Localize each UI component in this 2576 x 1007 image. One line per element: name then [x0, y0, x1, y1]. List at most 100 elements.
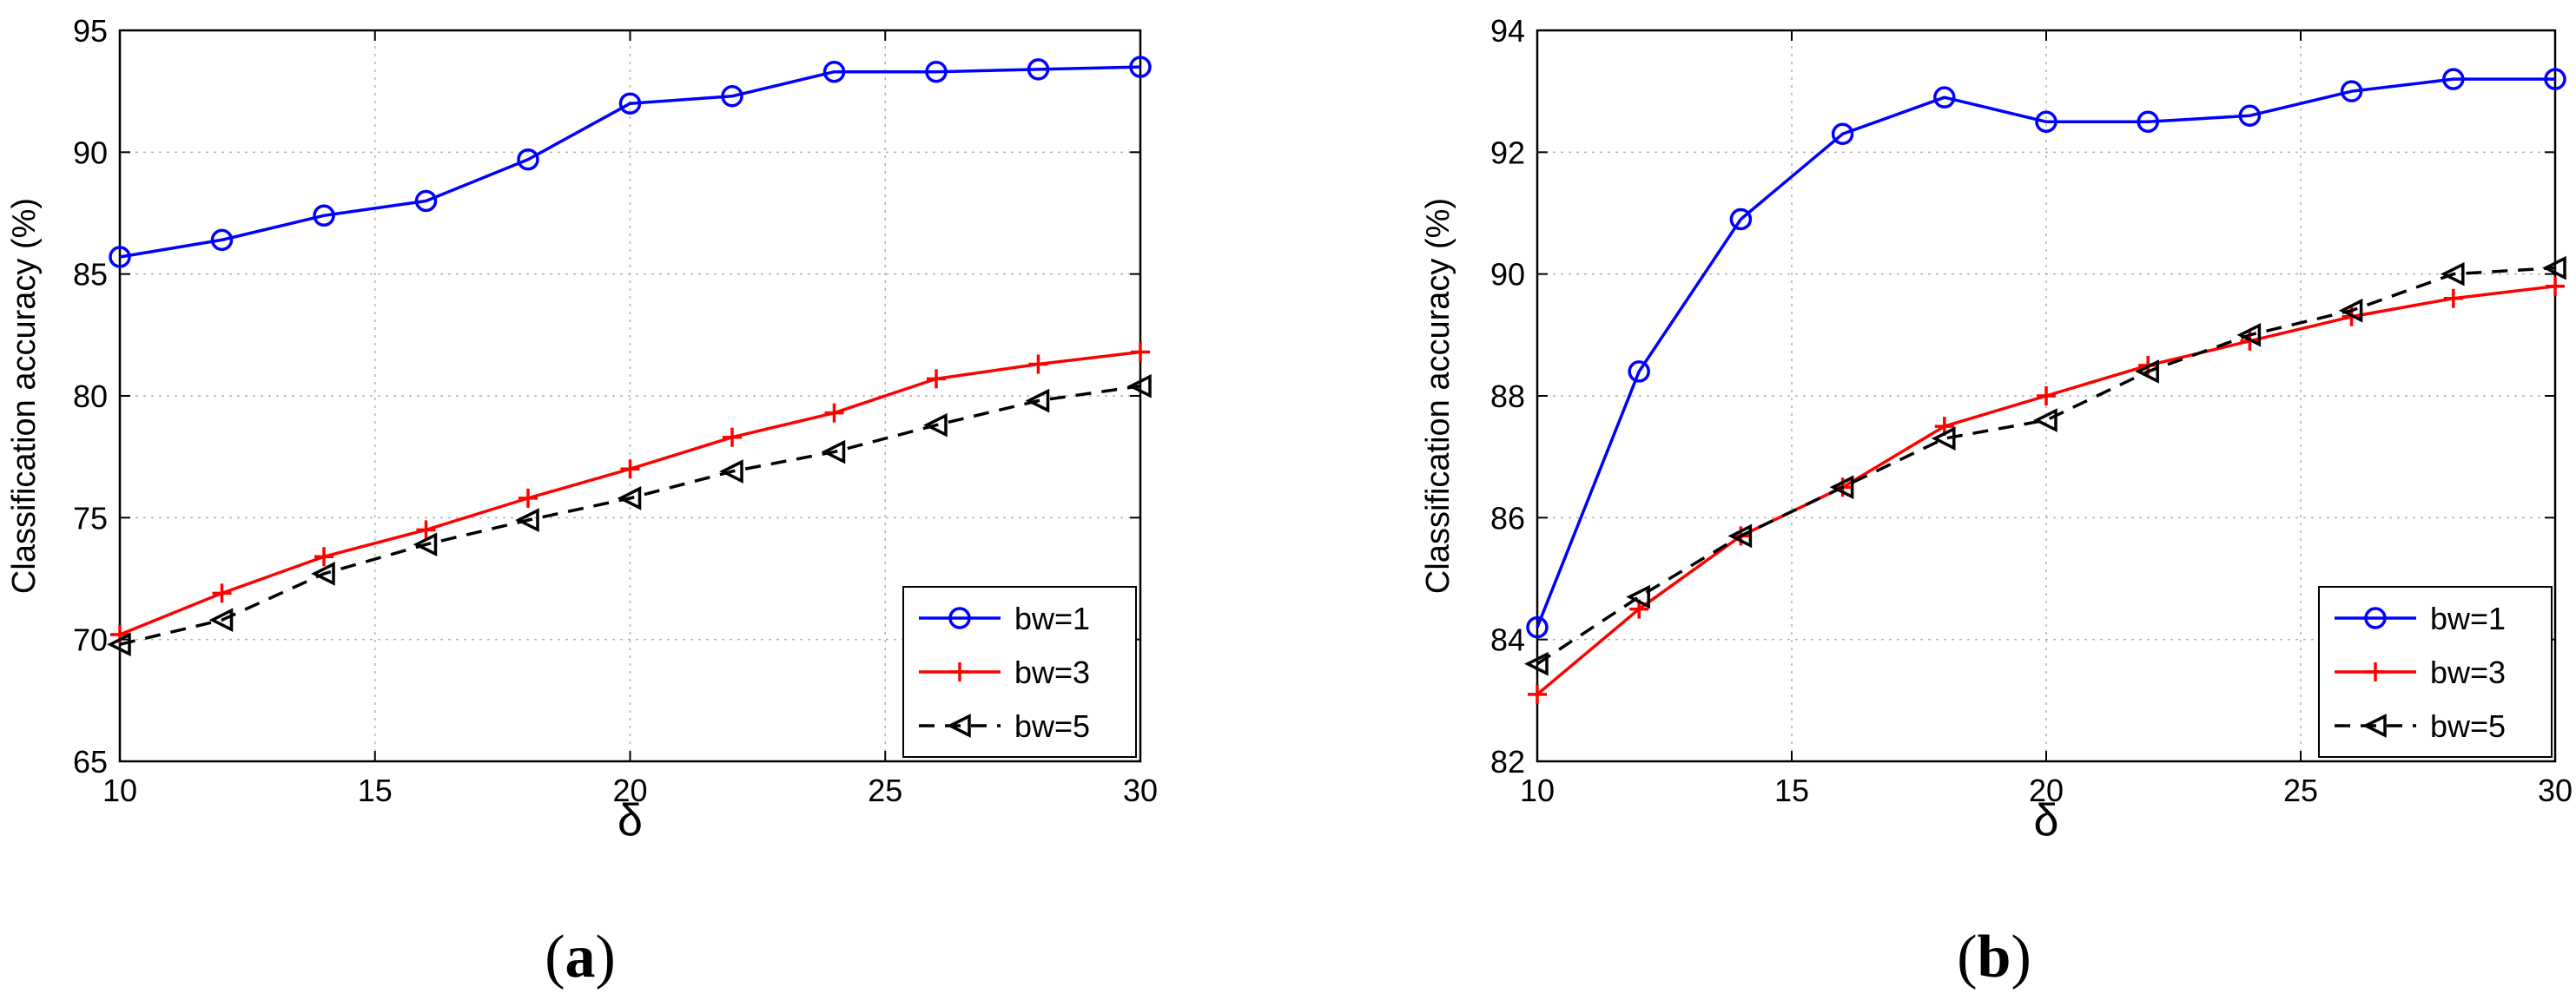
data-point-bw=3 [2546, 276, 2565, 296]
data-point-bw=1 [313, 204, 335, 227]
legend-marker-bw=5 [947, 714, 971, 738]
legend: bw=1 bw=3 bw=5 [2318, 586, 2553, 758]
data-point-bw=5 [2542, 255, 2566, 280]
data-point-bw=1 [2544, 68, 2566, 90]
data-point-bw=3 [2443, 288, 2463, 308]
legend-label: bw=3 [1014, 655, 1090, 690]
data-point-bw=5 [821, 439, 846, 464]
data-point-bw=5 [2440, 261, 2465, 286]
data-point-bw=5 [1931, 426, 1956, 451]
y-tick-label: 85 [73, 257, 108, 293]
data-point-bw=5 [1829, 475, 1854, 500]
panel-label: (a) [545, 924, 616, 991]
legend-marker-bw=3 [2366, 662, 2385, 681]
data-point-bw=3 [416, 520, 436, 540]
legend-marker-bw=1 [2364, 607, 2387, 629]
data-point-bw=1 [2238, 104, 2262, 127]
x-axis-label: δ [2034, 795, 2059, 846]
y-tick-label: 88 [1490, 378, 1525, 414]
series-line-bw=1 [1536, 77, 2555, 629]
data-point-bw=1 [517, 148, 539, 171]
data-point-bw=5 [311, 562, 335, 586]
legend-marker-bw=5 [2362, 714, 2387, 738]
x-tick-label: 30 [2538, 773, 2573, 808]
y-tick-label: 84 [1490, 622, 1525, 658]
x-tick-label: 15 [358, 773, 393, 808]
data-point-bw=3 [1528, 684, 1547, 704]
x-tick-label: 25 [2283, 773, 2318, 808]
legend-marker-bw=1 [948, 607, 971, 629]
data-point-bw=5 [1626, 584, 1650, 609]
data-point-bw=5 [2236, 323, 2262, 347]
data-point-bw=1 [1027, 58, 1050, 81]
y-axis-label: Classification accuracy (%) [1420, 198, 1456, 594]
y-tick-label: 94 [1490, 13, 1525, 49]
data-point-bw=3 [314, 547, 334, 567]
data-point-bw=5 [107, 632, 131, 657]
x-tick-label: 30 [1123, 773, 1158, 808]
legend-label: bw=3 [2430, 655, 2506, 690]
data-point-bw=1 [2137, 110, 2159, 133]
data-point-bw=3 [212, 583, 232, 603]
data-point-bw=1 [2035, 110, 2057, 133]
data-point-bw=1 [618, 92, 642, 115]
data-point-bw=1 [925, 60, 948, 83]
data-point-bw=5 [1025, 388, 1050, 413]
x-tick-label: 15 [1774, 773, 1809, 808]
data-point-bw=1 [2340, 80, 2363, 102]
legend-label: bw=1 [1014, 601, 1090, 636]
legend: bw=1 bw=3 bw=5 [902, 586, 1137, 758]
data-point-bw=3 [927, 369, 946, 389]
data-point-bw=3 [723, 427, 742, 447]
data-point-bw=5 [617, 486, 642, 510]
chart-b: 10 15 20 25 30 82 84 86 88 90 92 94 δ Classification … [1420, 13, 2573, 991]
panel-label: (b) [1957, 924, 2031, 991]
data-point-bw=1 [1729, 207, 1753, 231]
data-point-bw=3 [1028, 354, 1048, 374]
series-line-bw=1 [119, 65, 1141, 259]
y-tick-label: 90 [73, 135, 108, 170]
y-tick-label: 90 [1490, 257, 1525, 293]
data-point-bw=1 [1129, 56, 1152, 78]
x-tick-label: 25 [868, 773, 902, 808]
data-point-bw=5 [208, 608, 234, 633]
data-point-bw=1 [822, 60, 846, 83]
y-axis-label: Classification accuracy (%) [6, 198, 43, 594]
data-point-bw=1 [1526, 615, 1549, 639]
y-tick-label: 80 [73, 378, 108, 414]
chart-a: 10 15 20 25 30 65 70 75 80 85 90 95 δ Classification … [6, 13, 1158, 991]
x-axis-label: δ [618, 795, 643, 846]
data-point-bw=5 [2033, 408, 2057, 432]
data-point-bw=5 [719, 459, 743, 484]
data-point-bw=3 [519, 488, 538, 508]
legend-label: bw=1 [2430, 601, 2506, 636]
data-point-bw=5 [515, 508, 539, 532]
x-tick-label: 10 [102, 773, 137, 808]
y-tick-label: 92 [1490, 135, 1525, 170]
data-point-bw=5 [2338, 298, 2363, 323]
data-point-bw=5 [1727, 523, 1753, 549]
legend-label: bw=5 [2430, 708, 2506, 744]
data-point-bw=5 [923, 412, 948, 438]
x-tick-label: 20 [612, 773, 647, 808]
series-line-bw=5 [119, 385, 1141, 646]
data-point-bw=3 [2037, 386, 2056, 405]
y-tick-label: 82 [1490, 744, 1525, 780]
data-point-bw=1 [1628, 360, 1650, 383]
data-point-bw=1 [109, 246, 131, 268]
data-point-bw=1 [210, 228, 234, 252]
data-point-bw=5 [1127, 373, 1152, 398]
data-point-bw=1 [414, 189, 438, 213]
data-point-bw=3 [620, 459, 640, 479]
y-tick-label: 70 [73, 622, 108, 658]
legend-marker-bw=3 [950, 662, 969, 681]
data-point-bw=5 [1524, 651, 1549, 676]
data-point-bw=1 [1831, 122, 1854, 146]
data-point-bw=1 [1933, 86, 1956, 109]
y-tick-label: 65 [73, 744, 108, 780]
y-tick-label: 86 [1490, 500, 1525, 536]
y-tick-label: 95 [73, 13, 108, 49]
data-point-bw=5 [413, 532, 438, 557]
